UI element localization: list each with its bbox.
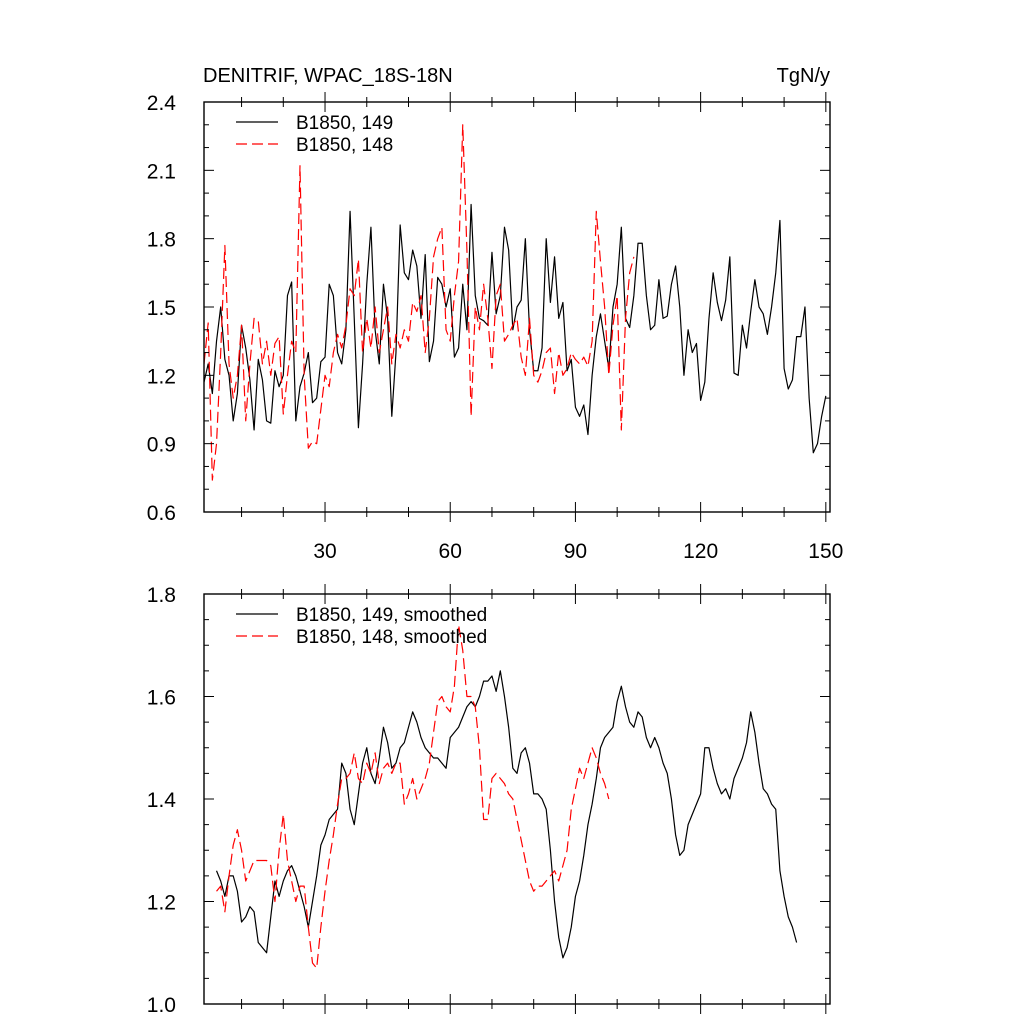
top-y-tick-label: 2.4	[147, 92, 177, 115]
bottom-legend-label-2: B1850, 148, smoothed	[296, 627, 487, 648]
bottom-series-line-2	[216, 624, 610, 969]
top-x-tick-label: 90	[564, 540, 587, 563]
top-x-tick-label: 60	[439, 540, 462, 563]
bottom-series-layer	[215, 624, 798, 969]
units-label: TgN/y	[777, 65, 830, 87]
top-plot-frame	[203, 101, 831, 513]
top-y-tick-label: 0.9	[147, 434, 176, 457]
top-x-tick-label: 30	[313, 540, 336, 563]
bottom-y-tick-label: 1.8	[147, 584, 176, 607]
bottom-series-line-1	[215, 670, 798, 959]
bottom-axis-labels: 1.0 1.2 1.4 1.6 1.8	[147, 584, 177, 1017]
chart-title: DENITRIF, WPAC_18S-18N	[203, 65, 453, 87]
bottom-y-tick-label: 1.0	[147, 994, 176, 1017]
top-y-tick-label: 2.1	[147, 160, 176, 183]
bottom-plot-frame	[203, 593, 831, 1005]
top-x-tick-label: 150	[808, 540, 843, 563]
top-axis-labels: 30 60 90 120 150 0.6 0.9 1.2 1.5 1.8 2.1 2.4	[147, 92, 844, 563]
top-series-line-2	[204, 124, 635, 481]
bottom-panel: 1.0 1.2 1.4 1.6 1.8 B1850, 149, smoothedB185…	[147, 584, 831, 1017]
top-y-tick-label: 1.2	[147, 365, 176, 388]
bottom-y-tick-label: 1.4	[147, 789, 177, 812]
bottom-y-tick-label: 1.2	[147, 892, 176, 915]
top-y-tick-label: 1.8	[147, 229, 176, 252]
top-axis-ticks	[204, 92, 830, 522]
bottom-y-tick-label: 1.6	[147, 687, 176, 710]
top-panel: 30 60 90 120 150 0.6 0.9 1.2 1.5 1.8 2.1 2.4 B1850,…	[147, 92, 844, 563]
top-y-tick-label: 0.6	[147, 502, 176, 525]
top-y-tick-label: 1.5	[147, 297, 176, 320]
top-series-line-1	[204, 203, 827, 454]
bottom-legend-label-1: B1850, 149, smoothed	[296, 605, 487, 626]
top-x-tick-label: 120	[683, 540, 718, 563]
top-legend-label-1: B1850, 149	[296, 113, 393, 134]
top-series-layer	[204, 124, 827, 481]
top-legend-label-2: B1850, 148	[296, 135, 393, 156]
